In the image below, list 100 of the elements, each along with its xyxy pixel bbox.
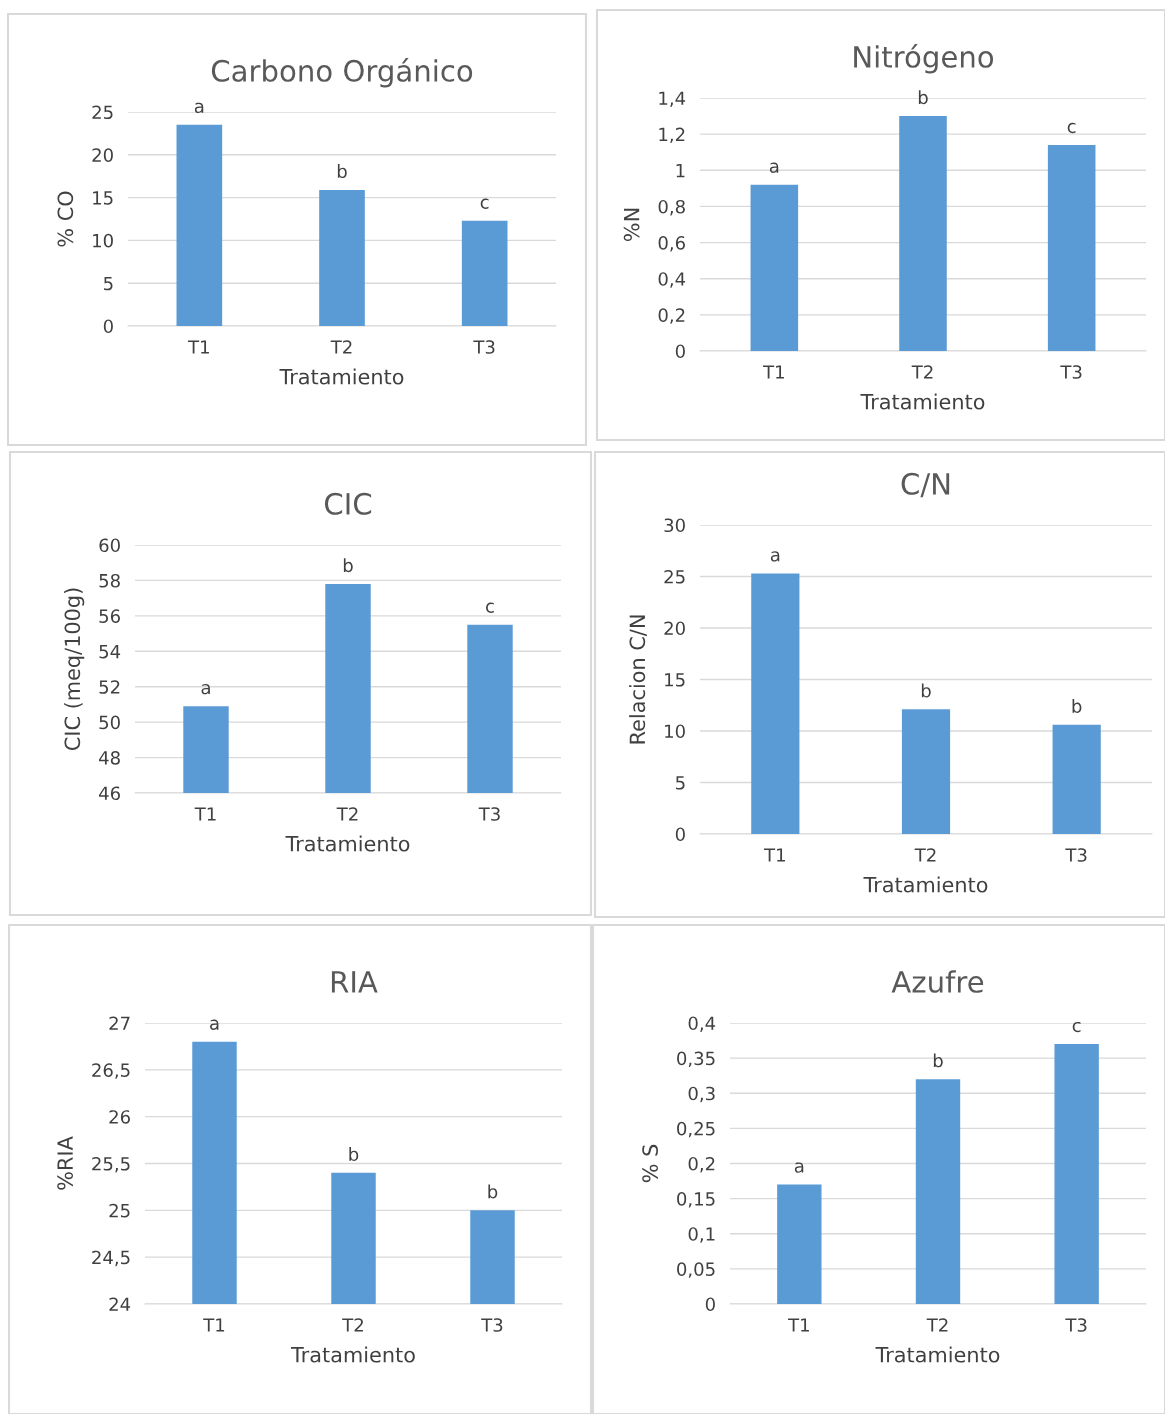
y-tick-label: 54 (99, 644, 121, 659)
x-tick-label: T3 (1060, 365, 1082, 379)
bar (461, 220, 508, 326)
bar (1047, 144, 1096, 351)
y-tick-label: 58 (99, 573, 120, 588)
annotation: b (337, 164, 347, 179)
y-axis-title: Relacion C/N (629, 615, 647, 744)
y-tick-label: 0,4 (658, 272, 686, 288)
y-tick-label: 10 (665, 724, 685, 739)
y-tick-label: 24,5 (92, 1250, 130, 1267)
y-tick-label: 24 (109, 1297, 131, 1311)
y-tick-label: 0,3 (688, 1086, 715, 1103)
x-axis-title: Tratamiento (285, 835, 410, 852)
x-tick-label: T1 (763, 365, 784, 379)
annotation: a (770, 551, 780, 562)
annotation: a (210, 1019, 219, 1030)
annotation: b (1072, 699, 1082, 713)
annotation: b (349, 1147, 359, 1162)
x-axis-title: Tratamiento (875, 1346, 1000, 1363)
x-tick-label: T2 (336, 807, 358, 821)
y-axis-title: %N (623, 208, 640, 242)
annotation: b (343, 558, 353, 573)
x-tick-label: T3 (473, 340, 495, 354)
x-tick-label: T3 (481, 1318, 503, 1332)
chart-title: Azufre (891, 970, 984, 993)
y-tick-label: 20 (92, 148, 113, 162)
chart-title: C/N (901, 472, 950, 498)
x-tick-label: T1 (764, 848, 785, 862)
y-tick-label: 25 (92, 105, 113, 120)
y-tick-label: 25 (664, 569, 685, 584)
annotation: c (486, 602, 494, 613)
y-tick-label: 0,35 (677, 1051, 715, 1068)
y-tick-label: 0 (675, 827, 685, 842)
bar (319, 189, 365, 326)
x-tick-label: T3 (1065, 1318, 1087, 1332)
x-axis-title: Tratamiento (863, 876, 988, 893)
chart-title: CIC (324, 492, 372, 515)
x-tick-label: T1 (203, 1318, 225, 1332)
y-axis-title: CIC (meq/100g) (64, 588, 85, 751)
y-axis-title: % S (642, 1144, 658, 1183)
y-tick-label: 15 (665, 673, 685, 687)
x-tick-label: T2 (914, 848, 936, 862)
y-tick-label: 5 (676, 776, 685, 790)
y-tick-label: 46 (99, 786, 120, 801)
annotation: b (933, 1053, 943, 1068)
annotation: b (918, 90, 928, 105)
annotation: c (480, 198, 489, 209)
y-tick-label: 56 (99, 609, 120, 623)
x-axis-title: Tratamiento (290, 1346, 415, 1363)
y-tick-label: 52 (99, 680, 120, 694)
x-axis-title: Tratamiento (860, 393, 985, 410)
chart-title: Nitrógeno (854, 44, 994, 74)
annotation: b (488, 1184, 498, 1199)
x-tick-label: T3 (478, 807, 500, 821)
bar (1054, 1044, 1099, 1304)
bar (901, 709, 951, 834)
y-tick-label: 50 (99, 715, 120, 730)
y-tick-label: 26 (109, 1110, 130, 1124)
y-tick-label: 26,5 (92, 1063, 130, 1079)
bar (915, 1079, 961, 1304)
y-tick-label: 0,4 (688, 1016, 716, 1032)
x-tick-label: T1 (188, 340, 209, 354)
y-tick-label: 5 (104, 276, 113, 291)
y-tick-label: 1,2 (659, 127, 685, 144)
bar (1052, 724, 1101, 834)
y-tick-label: 0,6 (658, 236, 685, 252)
y-tick-label: 10 (93, 233, 113, 248)
bar (899, 116, 947, 351)
x-tick-label: T1 (194, 807, 216, 821)
annotation: a (769, 162, 779, 173)
y-tick-label: 0,1 (688, 1227, 715, 1243)
y-tick-label: 0,15 (677, 1192, 715, 1208)
annotation: a (201, 684, 210, 695)
bar (777, 1184, 822, 1304)
y-tick-label: 48 (99, 751, 120, 765)
x-tick-label: T2 (330, 340, 352, 354)
y-axis-title: % CO (57, 191, 74, 247)
y-tick-label: 60 (99, 538, 120, 553)
chart-title: RIA (331, 971, 378, 993)
bar (750, 184, 799, 351)
x-tick-label: T2 (911, 365, 933, 379)
y-tick-label: 0,8 (658, 199, 685, 216)
x-tick-label: T2 (926, 1318, 948, 1332)
y-tick-label: 27 (109, 1016, 130, 1030)
y-axis-title: %RIA (57, 1136, 73, 1190)
chart-title: Carbono Orgánico (211, 58, 473, 88)
annotation: b (921, 683, 931, 698)
y-tick-label: 1 (676, 163, 685, 178)
y-tick-label: 0,25 (677, 1121, 715, 1138)
annotation: c (1072, 1021, 1081, 1033)
x-tick-label: T3 (1065, 848, 1087, 862)
y-tick-label: 15 (93, 191, 113, 205)
x-tick-label: T2 (342, 1318, 363, 1332)
y-tick-label: 25,5 (92, 1156, 130, 1173)
y-tick-label: 0,2 (688, 1156, 715, 1173)
y-tick-label: 0 (675, 344, 685, 359)
y-tick-label: 1,4 (659, 91, 686, 107)
annotation: a (194, 102, 204, 114)
y-tick-label: 0,05 (677, 1262, 715, 1278)
bar (751, 573, 800, 834)
